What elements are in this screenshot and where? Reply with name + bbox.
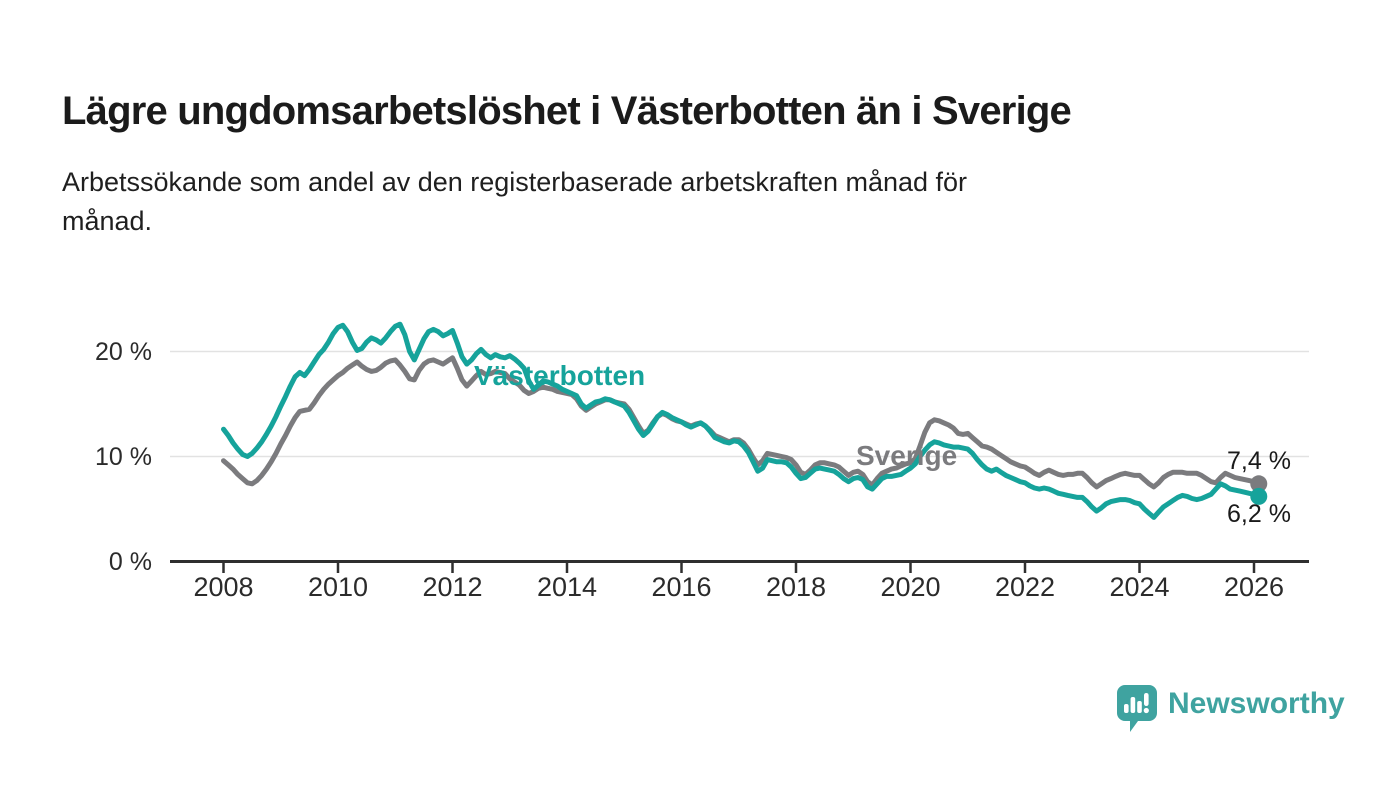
page-title: Lägre ungdomsarbetslöshet i Västerbotten…	[62, 88, 1072, 133]
subtitle-line-2: månad.	[62, 206, 153, 236]
x-axis-tick-label: 2026	[1223, 572, 1285, 602]
x-axis-tick-label: 2010	[307, 572, 369, 602]
x-axis-tick-label: 2020	[880, 572, 941, 602]
series-line-västerbotten	[221, 321, 1262, 520]
series-label-sverige: Sverige	[856, 440, 958, 471]
y-axis-tick-label: 10 %	[95, 442, 152, 471]
newsworthy-brand-link[interactable]: Newsworthy	[1116, 684, 1345, 734]
end-value-label-vasterbotten: 6,2 %	[1227, 500, 1291, 528]
subtitle-line-1: Arbetssökande som andel av den registerb…	[62, 167, 968, 197]
x-axis-tick-label: 2016	[651, 572, 712, 602]
chart-subtitle: Arbetssökande som andel av den registerb…	[62, 163, 1292, 241]
newsworthy-brand-name: Newsworthy	[1168, 687, 1345, 720]
x-axis-tick-label: 2022	[994, 572, 1056, 602]
newsworthy-logo-icon	[1117, 685, 1157, 732]
y-axis-tick-label: 20 %	[95, 337, 152, 366]
series-end-dot-västerbotten	[1250, 487, 1268, 505]
x-axis-tick-label: 2014	[536, 572, 598, 602]
series-end-dot-sverige	[1250, 475, 1268, 493]
x-axis-tick-label: 2012	[422, 572, 483, 602]
series-label-vasterbotten: Västerbotten	[474, 360, 646, 391]
y-axis-tick-label: 0 %	[108, 547, 152, 576]
x-axis-tick-label: 2018	[765, 572, 827, 602]
x-axis-tick-label: 2024	[1109, 572, 1170, 602]
series-line-sverige	[221, 355, 1262, 490]
x-axis-tick-label: 2008	[193, 572, 254, 602]
end-value-label-sverige: 7,4 %	[1227, 447, 1291, 475]
